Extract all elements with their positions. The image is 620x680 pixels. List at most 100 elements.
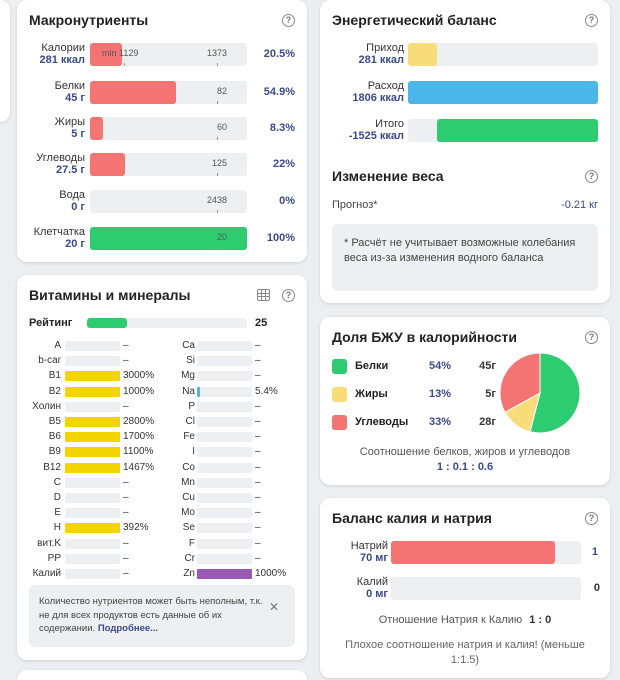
kna-warning: Плохое соотношение натрия и калия! (мень…: [345, 639, 585, 666]
vitamin-bar: [65, 462, 120, 473]
energy-bar: [408, 43, 598, 66]
vitamin-bar-fill: [65, 386, 120, 397]
vitamin-name: P: [188, 400, 195, 412]
partial-card-left: [0, 0, 10, 122]
kna-number: 1: [591, 546, 598, 558]
legend-name: Углеводы: [355, 416, 409, 428]
vitamin-name: D: [53, 492, 61, 503]
partial-card-bottom: [17, 670, 307, 680]
pie-slice-0: [529, 352, 580, 434]
legend-name: Жиры: [355, 388, 388, 400]
kna-title: Баланс калия и натрия: [332, 510, 492, 526]
macro-value: 27.5 г: [55, 164, 85, 176]
macro-bar: 2438: [90, 190, 247, 213]
vitamin-value: –: [255, 416, 261, 427]
legend-grams: 45г: [479, 360, 496, 372]
macro-name: Углеводы: [36, 152, 85, 164]
vitamin-bar: [65, 508, 120, 519]
macro-target: 125: [211, 158, 227, 168]
vitamin-value: 1467%: [123, 461, 155, 473]
kna-bar: [391, 541, 581, 564]
kna-ratio-label: Отношение Натрия к Калию: [378, 614, 523, 626]
vitamin-bar-fill: [65, 523, 120, 534]
energy-balance-title: Энергетический баланс: [332, 12, 497, 28]
energy-value: -1525 ккал: [348, 130, 404, 142]
help-icon[interactable]: ?: [585, 14, 598, 27]
legend-name: Белки: [355, 360, 389, 372]
macro-target: 1373: [206, 48, 227, 58]
macro-target: 20: [216, 232, 227, 242]
vitamin-bar-fill: [197, 386, 200, 397]
macro-percent: 8.3%: [269, 122, 295, 134]
vitamin-name: Холин: [32, 400, 61, 412]
macro-percent: 20.5%: [263, 48, 295, 60]
vitamin-value: 1000%: [255, 568, 287, 579]
vitamin-name: B12: [43, 461, 61, 473]
nutrient-note-text: Количество нутриентов может быть неполны…: [39, 596, 263, 634]
macro-name: Вода: [59, 189, 85, 201]
legend-swatch: [332, 359, 347, 374]
macro-bar-fill: [90, 227, 247, 250]
kna-bar: [391, 577, 581, 600]
vitamin-value: 3000%: [123, 370, 155, 382]
more-link[interactable]: Подробнее...: [97, 623, 159, 634]
macro-bar-fill: [90, 117, 104, 140]
vitamin-bar: [197, 569, 252, 579]
vitamin-value: –: [255, 461, 261, 473]
macro-bar-fill: [90, 153, 125, 176]
vitamin-value: –: [123, 400, 129, 412]
vitamin-value: –: [255, 492, 261, 503]
kna-ratio-value: 1 : 0: [529, 614, 552, 626]
vitamin-value: –: [255, 431, 261, 443]
vitamin-value: –: [123, 552, 129, 564]
macro-value: 5 г: [71, 128, 85, 140]
rating-bar: [87, 318, 247, 328]
vitamin-bar: [197, 523, 252, 534]
macro-value: 45 г: [65, 92, 85, 104]
vitamin-name: вит.K: [37, 537, 61, 549]
vitamin-name: I: [192, 446, 195, 458]
help-icon[interactable]: ?: [585, 512, 598, 525]
vitamin-name: Na: [182, 385, 195, 397]
vitamin-name: Mg: [181, 370, 195, 382]
forecast-label: Прогноз*: [332, 199, 378, 211]
help-icon[interactable]: ?: [585, 170, 598, 183]
vitamin-bar-fill: [65, 432, 120, 443]
vitamin-bar-fill: [197, 569, 252, 579]
vitamin-bar: [197, 447, 252, 458]
tick-mark: [217, 101, 218, 104]
vitamin-bar-fill: [65, 371, 120, 382]
legend-percent: 13%: [429, 388, 452, 400]
vitamin-value: –: [123, 568, 129, 579]
vitamin-name: F: [188, 537, 195, 549]
vitamin-value: 1700%: [123, 431, 155, 443]
vitamin-bar: [65, 538, 120, 549]
weight-note: * Расчёт не учитывает возможные колебани…: [332, 224, 598, 291]
table-icon[interactable]: [257, 289, 270, 301]
rating-value: 25: [255, 317, 268, 329]
vitamin-value: –: [123, 492, 129, 503]
kna-value: 70 мг: [359, 552, 388, 564]
vitamin-bar-fill: [65, 462, 120, 473]
vitamin-name: E: [54, 507, 61, 519]
vitamin-value: 1000%: [123, 385, 155, 397]
macro-name: Белки: [54, 80, 85, 92]
vitamin-bar: [65, 341, 120, 351]
vitamin-value: –: [255, 370, 261, 382]
legend-grams: 28г: [479, 416, 496, 428]
close-icon[interactable]: ✕: [269, 600, 280, 614]
rating-bar-fill: [87, 318, 127, 328]
vitamin-bar: [65, 569, 120, 579]
kna-number: 0: [593, 582, 600, 594]
macro-percent: 0%: [279, 195, 295, 207]
help-icon[interactable]: ?: [282, 14, 295, 27]
vitamin-value: 1100%: [123, 446, 154, 458]
weight-note-text: * Расчёт не учитывает возможные колебани…: [344, 237, 576, 264]
vitamin-bar: [65, 371, 120, 382]
tick-mark: [217, 247, 218, 250]
help-icon[interactable]: ?: [282, 289, 295, 302]
energy-bar-fill: [436, 119, 598, 142]
vitamin-bar: [197, 508, 252, 519]
bju-pie-chart: [500, 352, 580, 434]
help-icon[interactable]: ?: [585, 331, 598, 344]
